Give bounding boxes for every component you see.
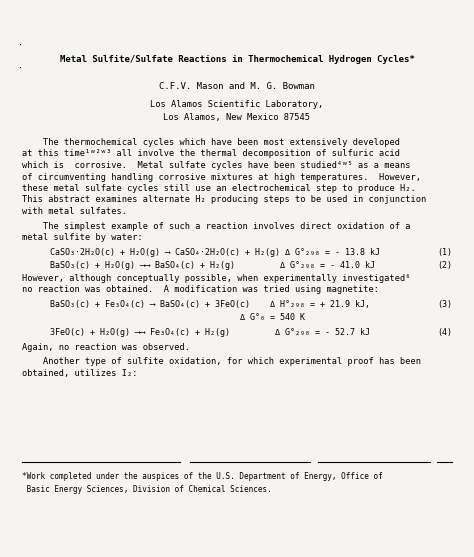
Text: ·: · [18, 65, 23, 74]
Text: BaSO₃(c) + H₂O(g) ⟶⟶ BaSO₄(c) + H₂(g)         Δ G°₂₉₈ = - 41.0 kJ: BaSO₃(c) + H₂O(g) ⟶⟶ BaSO₄(c) + H₂(g) Δ … [50, 261, 375, 270]
Text: which is  corrosive.  Metal sulfate cycles have been studied⁴ʷ⁵ as a means: which is corrosive. Metal sulfate cycles… [22, 161, 410, 170]
Text: (2): (2) [437, 261, 452, 270]
Text: 3FeO(c) + H₂O(g) ⟶⟶ Fe₃O₄(c) + H₂(g)         Δ G°₂₉₈ = - 52.7 kJ: 3FeO(c) + H₂O(g) ⟶⟶ Fe₃O₄(c) + H₂(g) Δ G… [50, 328, 370, 337]
Text: Los Alamos, New Mexico 87545: Los Alamos, New Mexico 87545 [164, 113, 310, 122]
Text: at this time¹ʷ²ʷ³ all involve the thermal decomposition of sulfuric acid: at this time¹ʷ²ʷ³ all involve the therma… [22, 149, 400, 159]
Text: no reaction was obtained.  A modification was tried using magnetite:: no reaction was obtained. A modification… [22, 286, 379, 295]
Text: CaSO₃·2H₂O(c) + H₂O(g) ⟶ CaSO₄·2H₂O(c) + H₂(g) Δ G°₂₉₈ = - 13.8 kJ: CaSO₃·2H₂O(c) + H₂O(g) ⟶ CaSO₄·2H₂O(c) +… [50, 248, 380, 257]
Text: BaSO₃(c) + Fe₃O₄(c) ⟶ BaSO₄(c) + 3FeO(c)    Δ H°₂₉₈ = + 21.9 kJ,: BaSO₃(c) + Fe₃O₄(c) ⟶ BaSO₄(c) + 3FeO(c)… [50, 300, 370, 309]
Text: these metal sulfate cycles still use an electrochemical step to produce H₂.: these metal sulfate cycles still use an … [22, 184, 416, 193]
Text: Los Alamos Scientific Laboratory,: Los Alamos Scientific Laboratory, [150, 100, 324, 109]
Text: of circumventing handling corrosive mixtures at high temperatures.  However,: of circumventing handling corrosive mixt… [22, 173, 421, 182]
Text: Another type of sulfite oxidation, for which experimental proof has been: Another type of sulfite oxidation, for w… [22, 357, 421, 366]
Text: The thermochemical cycles which have been most extensively developed: The thermochemical cycles which have bee… [22, 138, 400, 147]
Text: with metal sulfates.: with metal sulfates. [22, 207, 127, 216]
Text: (1): (1) [437, 248, 452, 257]
Text: This abstract examines alternate H₂ producing steps to be used in conjunction: This abstract examines alternate H₂ prod… [22, 196, 426, 204]
Text: The simplest example of such a reaction involves direct oxidation of a: The simplest example of such a reaction … [22, 222, 410, 231]
Text: metal sulfite by water:: metal sulfite by water: [22, 233, 143, 242]
Text: ·: · [18, 42, 23, 51]
Text: Again, no reaction was observed.: Again, no reaction was observed. [22, 343, 190, 352]
Text: obtained, utilizes I₂:: obtained, utilizes I₂: [22, 369, 137, 378]
Text: (3): (3) [437, 300, 452, 309]
Text: *Work completed under the auspices of the U.S. Department of Energy, Office of
 : *Work completed under the auspices of th… [22, 472, 383, 494]
Text: However, although conceptually possible, when experimentally investigated⁶: However, although conceptually possible,… [22, 274, 410, 283]
Text: (4): (4) [437, 328, 452, 337]
Text: Δ G°₀ = 540 K: Δ G°₀ = 540 K [240, 313, 305, 322]
Text: C.F.V. Mason and M. G. Bowman: C.F.V. Mason and M. G. Bowman [159, 82, 315, 91]
Text: Metal Sulfite/Sulfate Reactions in Thermochemical Hydrogen Cycles*: Metal Sulfite/Sulfate Reactions in Therm… [60, 55, 414, 64]
